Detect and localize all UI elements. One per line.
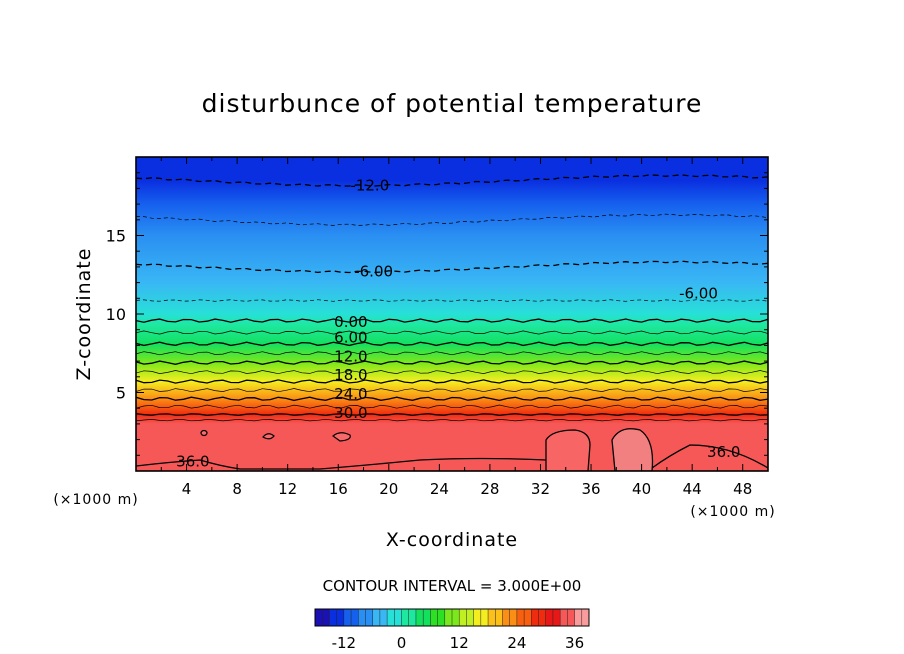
y-tick-label: 5 [116, 384, 126, 403]
contour-line [136, 413, 768, 416]
cool-patch-2 [262, 433, 275, 440]
x-tick-label: 8 [232, 480, 242, 498]
contour-label: 12.0 [334, 347, 367, 365]
x-tick-label: 12 [278, 480, 297, 498]
contour-line [136, 370, 768, 375]
colorbar-tick-label: 12 [450, 634, 469, 652]
cool-patch-1 [332, 432, 351, 442]
colorbar-tick-label: 36 [565, 634, 584, 652]
right-contour-36 [651, 444, 768, 469]
contour-line [136, 396, 768, 402]
x-tick-label: 28 [480, 480, 499, 498]
y-tick-label: 15 [106, 227, 126, 246]
x-tick-label: 44 [683, 480, 702, 498]
contour-line [136, 174, 768, 187]
x-axis-ticks: 4 8 12 16 20 24 28 32 36 40 44 48 [160, 157, 769, 498]
x-tick-label: 4 [182, 480, 192, 498]
x-axis-label: X-coordinate [386, 529, 518, 551]
contour-line [136, 299, 768, 302]
contour-label: -6.00 [354, 263, 393, 281]
warm-patch-2 [611, 428, 654, 471]
surface-patches [136, 428, 768, 471]
contour-line [136, 351, 768, 356]
contour-label: 36.0 [707, 443, 740, 461]
contour-line [136, 388, 768, 393]
contour-label: 0.00 [334, 313, 367, 331]
contour-line [136, 341, 768, 347]
contour-label: 30.0 [334, 404, 367, 422]
contour-label: -6.00 [679, 285, 718, 303]
bottom-contour-36 [136, 457, 547, 470]
colorbar-tick-label: -12 [332, 634, 357, 652]
warm-patch-1 [545, 429, 591, 471]
contour-label: -12.0 [350, 176, 389, 194]
y-axis-ticks: 5 10 15 [106, 172, 768, 456]
colorbar-dividers [321, 609, 583, 626]
contour-label: 36.0 [176, 453, 209, 471]
x-unit-left: (×1000 m) [53, 492, 138, 508]
contour-line [136, 260, 768, 274]
contour-label: 6.00 [334, 329, 367, 347]
x-unit-right: (×1000 m) [690, 504, 775, 520]
colorbar-tick-label: 24 [507, 634, 526, 652]
contour-line [136, 330, 768, 335]
x-tick-label: 48 [733, 480, 752, 498]
x-tick-label: 24 [430, 480, 449, 498]
x-tick-label: 16 [329, 480, 348, 498]
colorbar-ticks: -12 0 12 24 36 [332, 634, 585, 652]
contour-line [136, 318, 768, 323]
contour-line [136, 379, 768, 384]
contour-lines [136, 174, 768, 422]
x-tick-label: 40 [632, 480, 651, 498]
contour-line [136, 404, 768, 409]
y-axis-label: Z-coordinate [73, 248, 95, 381]
contour-label: 24.0 [334, 385, 367, 403]
x-tick-label: 36 [581, 480, 600, 498]
y-tick-label: 10 [106, 305, 126, 324]
contour-line [136, 213, 768, 226]
field-fill [136, 157, 768, 471]
x-tick-label: 20 [379, 480, 398, 498]
contour-label: 18.0 [334, 366, 367, 384]
contour-line [136, 360, 768, 365]
x-tick-label: 32 [531, 480, 550, 498]
colorbar-tick-label: 0 [397, 634, 407, 652]
contour-interval-text: CONTOUR INTERVAL = 3.000E+00 [323, 577, 582, 595]
cool-patch-3 [200, 429, 208, 437]
contour-line [136, 418, 768, 422]
chart-title: disturbunce of potential temperature [202, 89, 703, 118]
